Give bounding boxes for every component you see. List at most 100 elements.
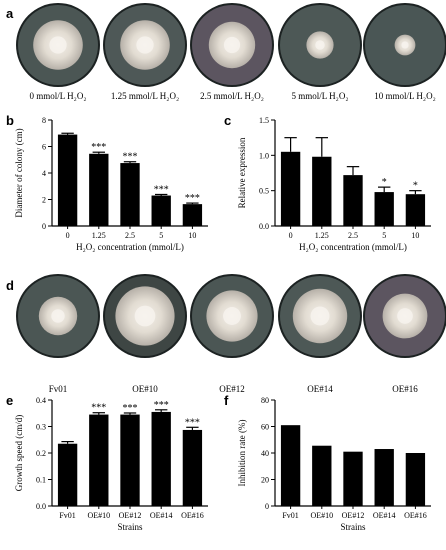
x-tick-label: Fv01 <box>59 511 75 520</box>
y-tick-label: 0.4 <box>36 396 46 405</box>
bar <box>120 414 140 506</box>
x-axis-label: H₂O₂ concentration (mmol/L) <box>299 242 407 252</box>
bar <box>120 163 140 226</box>
bar <box>312 156 332 226</box>
y-tick-label: 80 <box>261 396 269 405</box>
plate-label: 1.25 mmol/L H₂O₂ <box>110 91 180 101</box>
y-tick-label: 0.0 <box>259 222 269 231</box>
y-tick-label: 0 <box>42 222 46 231</box>
x-tick-label: 5 <box>159 231 163 240</box>
significance-mark: * <box>382 177 387 188</box>
plate-label: Fv01 <box>48 384 68 394</box>
plate-label: 5 mmol/L H₂O₂ <box>291 91 349 101</box>
x-tick-label: Fv01 <box>282 511 298 520</box>
x-axis-label: Strains <box>117 522 142 532</box>
x-tick-label: OE#12 <box>342 511 365 520</box>
y-tick-label: 0.0 <box>36 502 46 511</box>
x-tick-label: OE#16 <box>404 511 427 520</box>
x-tick-label: 2.5 <box>125 231 135 240</box>
x-axis-label: Strains <box>340 522 365 532</box>
colony-center <box>136 36 154 54</box>
significance-mark: *** <box>185 193 200 204</box>
chart-b: 0 2 4 6 8 0 *** 1.25 *** 2.5 *** 5 *** 10 H₂O₂ concent… <box>14 116 208 252</box>
plate-label: OE#14 <box>307 384 333 394</box>
chart-e: 0.0 0.1 0.2 0.3 0.4 Fv01 *** OE#10 *** OE#12 *** OE… <box>14 396 208 532</box>
bar <box>89 153 109 226</box>
bar <box>280 425 301 506</box>
colony-center <box>401 41 409 49</box>
panel-b-letter: b <box>6 113 14 128</box>
y-tick-label: 2 <box>42 196 46 205</box>
significance-mark: * <box>413 181 418 192</box>
y-axis-label: Diameter of colony (cm) <box>14 128 24 217</box>
y-tick-label: 60 <box>261 423 269 432</box>
significance-mark: *** <box>123 403 138 414</box>
bar <box>343 451 363 506</box>
y-tick-label: 0.3 <box>36 423 46 432</box>
panel-f-letter: f <box>224 393 229 408</box>
y-tick-label: 0.1 <box>36 476 46 485</box>
colony-center <box>223 36 241 54</box>
significance-mark: *** <box>154 400 169 411</box>
x-tick-label: OE#14 <box>150 511 173 520</box>
x-tick-label: 5 <box>382 231 386 240</box>
panel-e-letter: e <box>6 393 14 408</box>
bar <box>182 429 203 506</box>
bar <box>280 151 301 226</box>
bar <box>151 411 171 506</box>
panel-d-letter: d <box>6 278 14 293</box>
y-tick-label: 4 <box>42 169 46 178</box>
bar <box>405 194 426 226</box>
y-tick-label: 8 <box>42 116 46 125</box>
y-tick-label: 20 <box>261 476 269 485</box>
y-tick-label: 1.0 <box>259 151 269 160</box>
plate-label: OE#16 <box>392 384 418 394</box>
x-tick-label: OE#10 <box>310 511 333 520</box>
plate-label: 2.5 mmol/L H₂O₂ <box>200 91 264 101</box>
y-tick-label: 0.2 <box>36 449 46 458</box>
y-axis-label: Growth speed (cm/d) <box>14 415 24 491</box>
bar <box>182 204 203 226</box>
bar <box>374 192 394 226</box>
x-tick-label: OE#10 <box>87 511 110 520</box>
colony-center <box>134 305 156 327</box>
bar <box>374 449 394 506</box>
panel-a-letter: a <box>6 6 14 21</box>
significance-mark: *** <box>123 152 138 163</box>
bar <box>343 175 363 226</box>
colony-center <box>49 36 67 54</box>
plate-label: OE#12 <box>219 384 245 394</box>
y-axis-label: Relative expression <box>237 137 247 208</box>
x-tick-label: 0 <box>289 231 293 240</box>
panel-d-plates <box>16 274 446 358</box>
y-tick-label: 1.5 <box>259 116 269 125</box>
panel-a-plates <box>16 3 446 87</box>
significance-mark: *** <box>91 142 106 153</box>
y-tick-label: 0.5 <box>259 187 269 196</box>
y-tick-label: 6 <box>42 143 46 152</box>
significance-mark: *** <box>154 184 169 195</box>
x-tick-label: OE#14 <box>373 511 396 520</box>
chart-f: 0 20 40 60 80 Fv01 OE#10 OE#12 OE#14 OE#16 Strains… <box>237 396 431 532</box>
bar <box>312 445 332 506</box>
x-tick-label: 1.25 <box>92 231 106 240</box>
plate-label: 0 mmol/L H₂O₂ <box>29 91 87 101</box>
bar <box>151 195 171 226</box>
plate-label: 10 mmol/L H₂O₂ <box>374 91 436 101</box>
x-tick-label: 1.25 <box>315 231 329 240</box>
colony-center <box>315 40 325 50</box>
x-tick-label: OE#16 <box>181 511 204 520</box>
plate-label: OE#10 <box>132 384 158 394</box>
bar <box>57 134 78 226</box>
significance-mark: *** <box>185 417 200 428</box>
colony-center <box>397 308 413 324</box>
x-axis-label: H₂O₂ concentration (mmol/L) <box>76 242 184 252</box>
y-axis-label: Inhibition rate (%) <box>237 420 247 487</box>
colony-center <box>310 306 330 326</box>
x-tick-label: 0 <box>66 231 70 240</box>
significance-mark: *** <box>91 403 106 414</box>
panel-c-letter: c <box>224 113 232 128</box>
chart-c: 0.0 0.5 1.0 1.5 0 1.25 2.5 * 5 * 10 H₂O₂ concentrat… <box>237 116 431 252</box>
bar <box>89 414 109 506</box>
bar <box>57 443 78 506</box>
